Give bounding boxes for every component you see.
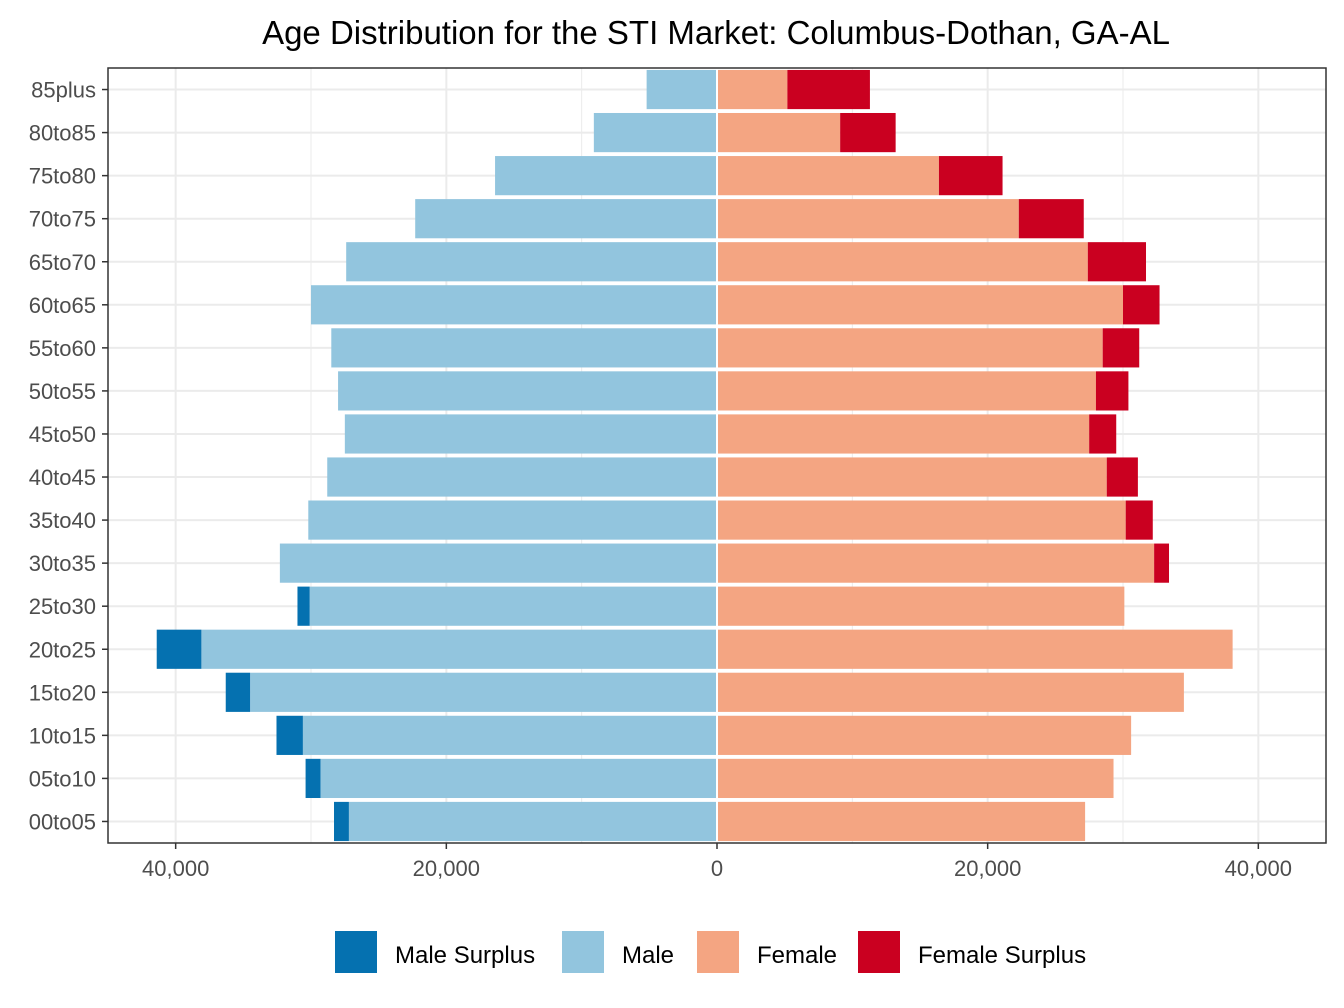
y-tick-label-30to35: 30to35 xyxy=(29,551,96,576)
bar-female-45to50 xyxy=(717,414,1090,454)
bar-male-85plus xyxy=(646,69,717,110)
bar-female-40to45 xyxy=(717,457,1107,497)
bar-male-35to40 xyxy=(308,500,717,540)
bar-male-surplus-05to10 xyxy=(305,758,321,799)
bar-female-15to20 xyxy=(717,672,1184,712)
y-tick-label-55to60: 55to60 xyxy=(29,336,96,361)
legend-key-male xyxy=(562,931,604,973)
bar-male-surplus-00to05 xyxy=(334,801,349,842)
y-tick-label-85plus: 85plus xyxy=(31,78,96,103)
bar-male-55to60 xyxy=(331,328,717,368)
bar-male-45to50 xyxy=(344,414,717,454)
bar-female-85plus xyxy=(717,69,788,110)
bar-female-surplus-35to40 xyxy=(1125,500,1153,540)
legend-label-male: Male xyxy=(622,942,674,969)
bar-female-20to25 xyxy=(717,629,1233,669)
bar-male-15to20 xyxy=(250,672,717,712)
y-tick-label-00to05: 00to05 xyxy=(29,809,96,834)
bar-male-surplus-20to25 xyxy=(156,629,202,669)
y-tick-label-65to70: 65to70 xyxy=(29,250,96,275)
bar-female-80to85 xyxy=(717,112,841,153)
bar-female-surplus-55to60 xyxy=(1102,328,1140,368)
chart-title: Age Distribution for the STI Market: Col… xyxy=(262,14,1170,51)
bar-female-70to75 xyxy=(717,199,1019,239)
x-tick-label: 40,000 xyxy=(142,856,209,881)
bar-male-65to70 xyxy=(346,242,717,282)
legend-key-female xyxy=(697,931,739,973)
legend-label-female: Female xyxy=(757,942,837,969)
bar-male-80to85 xyxy=(593,112,717,153)
bar-female-surplus-50to55 xyxy=(1095,371,1129,411)
y-tick-label-50to55: 50to55 xyxy=(29,379,96,404)
bar-male-25to30 xyxy=(309,586,717,626)
y-tick-label-70to75: 70to75 xyxy=(29,207,96,232)
bar-female-75to80 xyxy=(717,156,939,196)
x-tick-label: 20,000 xyxy=(954,856,1021,881)
x-tick-label: 40,000 xyxy=(1225,856,1292,881)
bar-male-60to65 xyxy=(311,285,717,325)
bar-male-surplus-15to20 xyxy=(225,672,251,712)
bar-male-40to45 xyxy=(327,457,717,497)
bar-female-30to35 xyxy=(717,543,1155,583)
bar-male-70to75 xyxy=(415,199,717,239)
bar-female-65to70 xyxy=(717,242,1088,282)
x-tick-label: 0 xyxy=(711,856,723,881)
y-tick-label-45to50: 45to50 xyxy=(29,422,96,447)
bar-female-35to40 xyxy=(717,500,1126,540)
bars xyxy=(156,68,1233,843)
bar-male-30to35 xyxy=(279,543,717,583)
bar-male-surplus-10to15 xyxy=(276,715,303,755)
bar-female-60to65 xyxy=(717,285,1123,325)
x-axis: 40,000 20,000 0 20,000 40,000 xyxy=(142,843,1292,881)
y-tick-label-05to10: 05to10 xyxy=(29,766,96,791)
bar-female-surplus-70to75 xyxy=(1018,199,1084,239)
y-tick-label-15to20: 15to20 xyxy=(29,680,96,705)
bar-female-surplus-75to80 xyxy=(938,156,1003,196)
legend-key-female-surplus xyxy=(858,931,900,973)
y-tick-label-25to30: 25to30 xyxy=(29,594,96,619)
bar-male-surplus-25to30 xyxy=(297,586,310,626)
bar-female-surplus-85plus xyxy=(787,69,870,110)
bar-female-surplus-30to35 xyxy=(1154,543,1170,583)
y-tick-label-80to85: 80to85 xyxy=(29,121,96,146)
bar-female-05to10 xyxy=(717,758,1114,799)
y-tick-label-60to65: 60to65 xyxy=(29,293,96,318)
bar-male-75to80 xyxy=(495,156,717,196)
bar-female-10to15 xyxy=(717,715,1132,755)
bar-male-05to10 xyxy=(320,758,717,799)
y-tick-label-20to25: 20to25 xyxy=(29,637,96,662)
bar-female-surplus-45to50 xyxy=(1089,414,1117,454)
bar-male-50to55 xyxy=(338,371,717,411)
bar-female-50to55 xyxy=(717,371,1096,411)
bar-female-surplus-80to85 xyxy=(840,112,896,153)
bar-male-20to25 xyxy=(201,629,717,669)
bar-male-10to15 xyxy=(302,715,717,755)
legend-label-female-surplus: Female Surplus xyxy=(918,942,1086,969)
bar-female-55to60 xyxy=(717,328,1103,368)
y-axis: 00to05 05to10 10to15 15to20 20to25 25to30 30to… xyxy=(29,78,108,834)
y-tick-label-10to15: 10to15 xyxy=(29,723,96,748)
y-tick-label-35to40: 35to40 xyxy=(29,508,96,533)
y-tick-label-75to80: 75to80 xyxy=(29,164,96,189)
legend: Male Surplus Male Female Female Surplus xyxy=(335,931,1086,973)
bar-male-00to05 xyxy=(348,801,717,842)
x-tick-label: 20,000 xyxy=(413,856,480,881)
bar-female-surplus-60to65 xyxy=(1123,285,1160,325)
y-tick-label-40to45: 40to45 xyxy=(29,465,96,490)
legend-label-male-surplus: Male Surplus xyxy=(395,942,535,969)
bar-female-25to30 xyxy=(717,586,1125,626)
bar-female-surplus-65to70 xyxy=(1087,242,1147,282)
legend-key-male-surplus xyxy=(335,931,377,973)
bar-female-surplus-40to45 xyxy=(1106,457,1138,497)
bar-female-00to05 xyxy=(717,801,1086,842)
